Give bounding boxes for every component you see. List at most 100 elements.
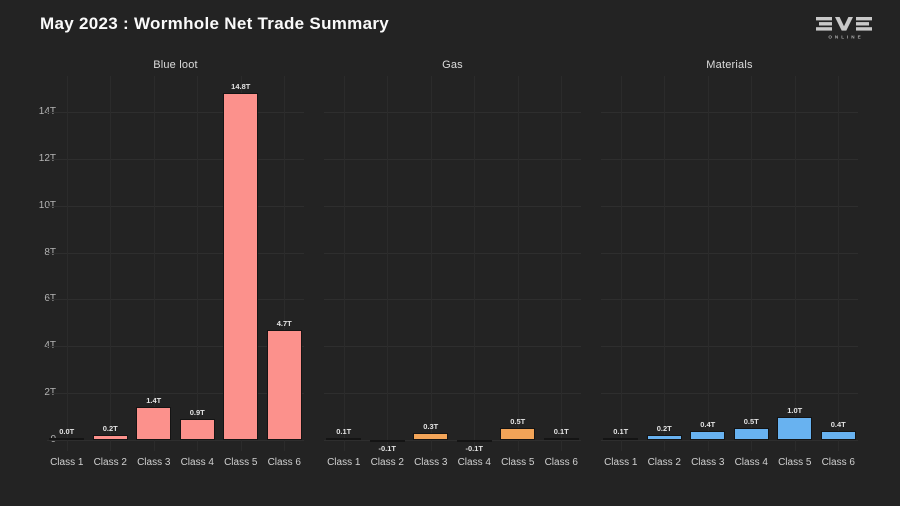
eve-logo-mark: ONLINE: [816, 17, 872, 40]
vertical-gridline: [794, 76, 796, 451]
bar-value-label: 0.4T: [830, 419, 846, 429]
category-label: Class 6: [544, 457, 578, 468]
bar-materials-2: [646, 435, 682, 440]
bar-value-label: 1.0T: [787, 405, 803, 415]
category-label: Class 3: [137, 457, 171, 468]
category-label: Class 4: [180, 457, 214, 468]
horizontal-gridline: [324, 205, 581, 207]
category-label: Class 2: [370, 457, 404, 468]
bar-blue-loot-4: [179, 418, 215, 440]
y-axis-tick-label: 14T: [12, 106, 56, 118]
bar-gas-2: [369, 440, 405, 443]
page-title: May 2023 : Wormhole Net Trade Summary: [40, 14, 390, 33]
horizontal-gridline: [47, 346, 304, 348]
panel-title: Blue loot: [153, 59, 198, 71]
bar-value-label: 0.5T: [743, 417, 759, 427]
vertical-gridline: [664, 76, 666, 451]
vertical-gridline: [620, 76, 622, 451]
horizontal-gridline: [601, 299, 858, 301]
category-label: Class 3: [414, 457, 448, 468]
horizontal-gridline: [47, 299, 304, 301]
bar-value-label: -0.1T: [465, 444, 483, 454]
y-axis-tick-label: 6T: [12, 293, 56, 305]
panel-gas: Gas 0.1T Class 1 -0.1T Class 2 0.3T Class 3 -0.…: [322, 0, 583, 506]
bar-materials-6: [820, 430, 856, 440]
bar-gas-1: [326, 437, 362, 440]
bar-value-label: 0.9T: [189, 407, 205, 417]
category-label: Class 5: [501, 457, 535, 468]
horizontal-gridline: [601, 252, 858, 254]
horizontal-gridline: [324, 393, 581, 395]
horizontal-gridline: [601, 158, 858, 160]
category-label: Class 1: [50, 457, 84, 468]
y-axis-tick-label: 12T: [12, 153, 56, 165]
vertical-gridline: [430, 76, 432, 451]
horizontal-gridline: [47, 111, 304, 113]
bar-value-label: 0.1T: [336, 426, 352, 436]
panel-title: Gas: [442, 59, 463, 71]
horizontal-gridline: [324, 346, 581, 348]
vertical-gridline: [343, 76, 345, 451]
category-label: Class 5: [224, 457, 258, 468]
bar-value-label: 1.4T: [146, 396, 162, 406]
y-axis-tick-label: 10T: [12, 200, 56, 212]
horizontal-gridline: [47, 158, 304, 160]
bar-value-label: 0.3T: [423, 421, 439, 431]
panel-blue-loot: Blue loot 0.0T Class 1 0.2T Class 2 1.4T Class…: [45, 0, 306, 506]
vertical-gridline: [284, 76, 286, 451]
horizontal-gridline: [324, 299, 581, 301]
horizontal-gridline: [47, 205, 304, 207]
bar-gas-6: [543, 437, 579, 440]
category-label: Class 2: [647, 457, 681, 468]
bar-materials-1: [603, 437, 639, 440]
eve-logo-online-text: ONLINE: [828, 35, 863, 40]
bar-value-label: 4.7T: [276, 318, 292, 328]
horizontal-gridline: [47, 393, 304, 395]
bar-blue-loot-6: [266, 329, 302, 440]
vertical-gridline: [197, 76, 199, 451]
bar-value-label: 0.2T: [102, 424, 118, 434]
category-label: Class 6: [267, 457, 301, 468]
bar-gas-5: [500, 428, 536, 440]
vertical-gridline: [707, 76, 709, 451]
category-label: Class 4: [734, 457, 768, 468]
category-label: Class 5: [778, 457, 812, 468]
eve-online-logo: ONLINE: [812, 16, 878, 46]
horizontal-gridline: [601, 440, 858, 441]
horizontal-gridline: [601, 205, 858, 207]
category-label: Class 3: [691, 457, 725, 468]
vertical-gridline: [153, 76, 155, 451]
y-axis-tick-label: 2T: [12, 387, 56, 399]
bar-blue-loot-3: [136, 407, 172, 440]
horizontal-gridline: [324, 111, 581, 113]
category-label: Class 2: [93, 457, 127, 468]
horizontal-gridline: [324, 440, 581, 441]
category-label: Class 1: [604, 457, 638, 468]
bar-blue-loot-1: [49, 437, 85, 440]
bar-materials-4: [733, 428, 769, 440]
panel-materials: Materials 0.1T Class 1 0.2T Class 2 0.4T Class…: [599, 0, 860, 506]
vertical-gridline: [561, 76, 563, 451]
bar-materials-5: [777, 416, 813, 440]
vertical-gridline: [474, 76, 476, 451]
bar-blue-loot-2: [92, 435, 128, 440]
vertical-gridline: [517, 76, 519, 451]
bar-gas-4: [456, 440, 492, 443]
bar-blue-loot-5: [223, 93, 259, 440]
horizontal-gridline: [601, 346, 858, 348]
vertical-gridline: [110, 76, 112, 451]
bar-value-label: 0.2T: [656, 424, 672, 434]
bar-value-label: 0.0T: [59, 426, 75, 436]
bar-value-label: 0.1T: [553, 426, 569, 436]
category-label: Class 4: [457, 457, 491, 468]
bar-gas-3: [413, 432, 449, 440]
vertical-gridline: [751, 76, 753, 451]
vertical-gridline: [838, 76, 840, 451]
horizontal-gridline: [47, 440, 304, 441]
panel-title: Materials: [706, 59, 753, 71]
bar-materials-3: [690, 430, 726, 440]
y-axis-tick-label: 8T: [12, 247, 56, 259]
horizontal-gridline: [324, 158, 581, 160]
vertical-gridline: [387, 76, 389, 451]
horizontal-gridline: [601, 393, 858, 395]
